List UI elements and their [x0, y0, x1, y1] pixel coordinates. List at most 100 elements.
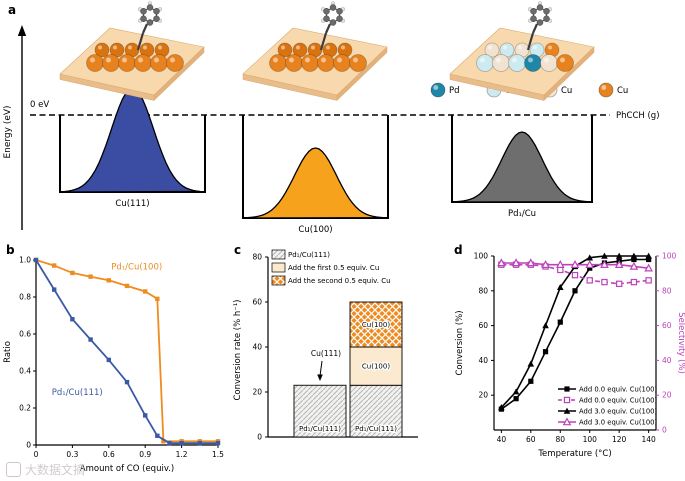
marker-square-open — [571, 271, 579, 279]
y-tick-label: 0 — [26, 441, 31, 450]
atom — [150, 54, 168, 72]
legend-swatch — [271, 262, 286, 273]
atom-highlight — [433, 85, 439, 90]
marker-triangle-open — [511, 258, 521, 267]
watermark: 大数据文摘 — [6, 461, 85, 478]
y-tick-label: 1.0 — [19, 256, 31, 265]
atom-highlight — [488, 45, 492, 50]
y-tick-label-left: 100 — [474, 252, 489, 261]
alkyne-bond — [319, 32, 328, 51]
watermark-logo-icon — [6, 462, 21, 477]
marker-triangle-open — [585, 260, 595, 268]
marker-square — [52, 263, 57, 268]
atom — [285, 54, 303, 72]
panel-a-label: a — [8, 3, 16, 17]
y-tick-label-left: 80 — [478, 286, 488, 295]
energy-axis-arrowhead — [17, 25, 27, 36]
atom-highlight — [548, 45, 552, 50]
marker-square-open — [586, 277, 593, 284]
marker-square — [197, 440, 202, 446]
marker-square — [124, 283, 130, 289]
marker-triangle — [615, 252, 623, 259]
series-label: Pd₁/Cu(111) — [52, 388, 103, 398]
atom-highlight — [321, 57, 326, 63]
atom — [556, 54, 574, 72]
atom — [349, 54, 367, 72]
legend-label: Cu — [561, 86, 572, 96]
marker-square-open — [615, 280, 623, 288]
marker-square — [646, 256, 652, 263]
marker-square — [528, 378, 534, 384]
atom-highlight — [281, 45, 285, 50]
legend-label: Pd₁/Cu(111) — [288, 251, 330, 259]
atom — [134, 54, 152, 72]
marker-square — [631, 256, 637, 263]
x-tick-label: 0.3 — [66, 450, 78, 459]
x-tick-label: 1.2 — [176, 450, 188, 459]
legend-label: Add the first 0.5 equiv. Cu — [288, 264, 379, 272]
atom — [317, 54, 335, 72]
atom-highlight — [311, 45, 315, 50]
atom-highlight — [170, 57, 175, 63]
carbon-atom — [543, 8, 550, 15]
atom-highlight — [533, 45, 537, 50]
atom — [166, 54, 184, 72]
atom-highlight — [353, 57, 358, 63]
marker-triangle — [542, 322, 549, 329]
well-label: Pd₁/Cu — [508, 209, 536, 219]
legend-label: Add 0.0 equiv. Cu(100) — [579, 386, 657, 394]
legend-label: Add 3.0 equiv. Cu(100) — [579, 408, 657, 416]
carbon-atom — [140, 15, 147, 22]
marker-square — [124, 379, 130, 385]
x-tick-label: 120 — [612, 435, 627, 444]
annotation-arrowhead — [317, 374, 323, 381]
y-tick-label: 0 — [257, 433, 262, 442]
carbon-atom — [323, 8, 330, 15]
zero-ev-label: 0 eV — [30, 100, 49, 110]
legend-label: Add 0.0 equiv. Cu(100) — [579, 397, 657, 405]
marker-triangle-open — [629, 261, 639, 270]
series-line — [35, 259, 218, 445]
atom-highlight — [544, 57, 549, 63]
slab-model — [59, 1, 205, 102]
panel-a-energy-diagram: a Energy (eV) 0 eV PhCCH (g) Cu(111) Cu(100) P… — [3, 1, 660, 235]
x-tick-label: 0.6 — [103, 450, 115, 459]
energy-peak — [247, 147, 383, 219]
atom — [301, 54, 319, 72]
legend-label: Pd — [449, 86, 460, 96]
panel-b-label: b — [6, 243, 15, 257]
atom-highlight — [273, 57, 278, 63]
y-axis-label: Ratio — [3, 341, 13, 363]
carbon-atom — [329, 19, 337, 26]
x-tick-label: 40 — [497, 435, 507, 444]
x-tick-label: 140 — [641, 435, 656, 444]
watermark-text: 大数据文摘 — [25, 463, 86, 477]
energy-peak — [456, 131, 588, 203]
carbon-atom — [329, 4, 337, 11]
y-tick-label-right: 60 — [662, 321, 672, 330]
y-tick-label-right: 40 — [662, 356, 672, 365]
y-tick-label: 80 — [252, 253, 262, 262]
atom-highlight — [154, 57, 159, 63]
bar-segment-label: Cu(100) — [362, 363, 390, 371]
carbon-atom — [140, 8, 147, 15]
atom — [524, 54, 542, 72]
alkyne-bond — [531, 23, 539, 34]
atom-highlight — [496, 57, 501, 63]
marker-triangle — [563, 407, 571, 414]
left-y-axis-label: Conversion (%) — [455, 310, 465, 375]
panel-b-ratio-vs-co-chart: b 0 0.2 0.4 0.6 0.8 1.0 0 0.3 0.6 0.9 1.2 1.5 Amount … — [3, 243, 224, 474]
marker-square — [557, 319, 563, 325]
atom-highlight — [503, 45, 507, 50]
atom-highlight — [143, 45, 147, 50]
well-label: Cu(111) — [115, 199, 149, 209]
carbon-atom — [153, 15, 160, 22]
series-line — [35, 259, 218, 443]
marker-square — [88, 274, 93, 279]
marker-square — [106, 357, 111, 363]
atom — [333, 54, 351, 72]
marker-triangle — [512, 388, 520, 395]
y-tick-label: 60 — [252, 298, 262, 307]
alkyne-bond — [324, 23, 332, 34]
